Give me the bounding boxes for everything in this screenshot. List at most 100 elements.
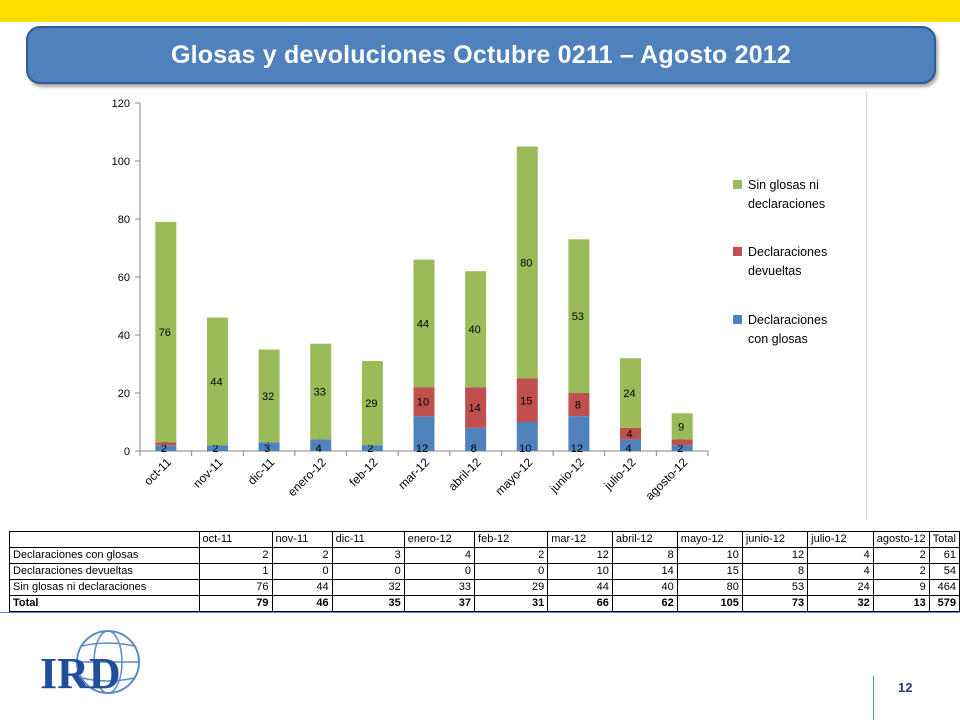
- divider: [0, 612, 960, 613]
- bar-segment: [413, 259, 435, 388]
- bar-segment: [516, 422, 538, 451]
- globe-icon: [76, 630, 140, 694]
- x-tick-label: abril-12: [446, 455, 484, 493]
- y-tick-label: 40: [118, 330, 130, 342]
- table-cell: 0: [403, 563, 476, 580]
- legend-swatch: [733, 315, 742, 324]
- y-tick-label: 20: [118, 388, 130, 400]
- bar-segment: [258, 349, 280, 443]
- legend-label: con glosas: [748, 332, 808, 346]
- table-cell: 46: [271, 595, 333, 612]
- bar-segment: [206, 317, 228, 446]
- bar-segment: [516, 378, 538, 422]
- bar-segment: [465, 427, 487, 451]
- data-label: 15: [520, 395, 532, 407]
- bar-segment: [671, 413, 693, 440]
- data-label: 44: [210, 376, 222, 388]
- table-header-row: oct-11 nov-11 dic-11 enero-12 feb-12 mar-12 ab…: [9, 531, 960, 548]
- data-label: 33: [314, 387, 326, 399]
- data-label: 53: [572, 311, 584, 323]
- table-cell: 2: [271, 547, 333, 564]
- table-header-cell: dic-11: [331, 531, 405, 548]
- table-cell: 54: [928, 563, 960, 580]
- table-header-cell: nov-11: [271, 531, 333, 548]
- table-cell: 2: [872, 547, 930, 564]
- legend-swatch: [733, 247, 742, 256]
- table-header-cell: agosto-12: [872, 531, 930, 548]
- table-cell: 24: [807, 579, 874, 596]
- bar-segment: [155, 445, 177, 451]
- table-cell: 12: [547, 547, 613, 564]
- table-header-cell: junio-12: [741, 531, 809, 548]
- table-cell: 62: [611, 595, 678, 612]
- table-cell: 61: [928, 547, 960, 564]
- x-tick-label: nov-11: [190, 455, 225, 490]
- table-cell: 37: [403, 595, 476, 612]
- y-tick-label: 80: [118, 214, 130, 226]
- bar-segment: [620, 358, 642, 428]
- data-label: 32: [262, 391, 274, 403]
- slide-title: Glosas y devoluciones Octubre 0211 – Ago…: [170, 40, 792, 69]
- table-cell: 13: [872, 595, 930, 612]
- legend-label: Declaraciones: [748, 313, 827, 327]
- table-cell: 32: [331, 579, 405, 596]
- table-cell: 2: [198, 547, 273, 564]
- table-cell: 8: [611, 547, 678, 564]
- table-cell: 0: [474, 563, 549, 580]
- table-cell: 12: [741, 547, 809, 564]
- table-cell: 76: [198, 579, 273, 596]
- table-cell: 29: [474, 579, 549, 596]
- x-tick-label: oct-11: [141, 455, 174, 488]
- table-cell: 2: [872, 563, 930, 580]
- data-label: 3: [264, 443, 270, 455]
- table-cell: 40: [611, 579, 678, 596]
- x-tick-label: julio-12: [601, 455, 639, 493]
- bar-segment: [310, 343, 332, 440]
- data-label: 44: [417, 318, 429, 330]
- table-header-cell: mar-12: [547, 531, 613, 548]
- data-label: 10: [519, 443, 531, 455]
- table-cell: 105: [676, 595, 743, 612]
- data-label: 80: [520, 258, 532, 270]
- data-table: oct-11 nov-11 dic-11 enero-12 feb-12 mar-12 ab…: [9, 531, 960, 612]
- table-cell: 3: [331, 547, 405, 564]
- x-tick-label: enero-12: [285, 455, 329, 499]
- x-tick-label: agosto-12: [643, 455, 691, 503]
- bar-segment: [671, 445, 693, 451]
- table-header-cell: julio-12: [807, 531, 874, 548]
- table-cell: 10: [547, 563, 613, 580]
- table-cell: 44: [547, 579, 613, 596]
- bar-segment: [516, 146, 538, 379]
- table-cell: 14: [611, 563, 678, 580]
- data-label: 76: [159, 327, 171, 339]
- x-tick-label: junio-12: [546, 455, 587, 496]
- y-tick-label: 0: [124, 446, 130, 458]
- table-cell: 464: [928, 579, 960, 596]
- data-label: 12: [416, 443, 428, 455]
- table-header-cell: feb-12: [474, 531, 549, 548]
- bar-segment: [620, 439, 642, 451]
- page-number: 12: [898, 680, 913, 695]
- y-tick-label: 100: [112, 156, 130, 168]
- data-label: 10: [417, 397, 429, 409]
- table-row: Declaraciones con glosas 2 2 3 4 2 12 8 10 12 4 2 61: [9, 547, 960, 564]
- svg-text:IRD: IRD: [40, 649, 121, 698]
- table-row-label: Declaraciones con glosas: [9, 547, 200, 564]
- x-tick-label: mayo-12: [492, 455, 535, 498]
- table-cell: 9: [872, 579, 930, 596]
- data-label: 29: [365, 398, 377, 410]
- table-cell: 2: [474, 547, 549, 564]
- table-header-cell: oct-11: [198, 531, 273, 548]
- data-label: 9: [678, 421, 684, 433]
- bar-segment: [155, 442, 177, 446]
- x-tick-label: feb-12: [347, 455, 381, 489]
- table-cell: 579: [928, 595, 960, 612]
- data-label: 4: [316, 443, 322, 455]
- bar-segment: [258, 442, 280, 451]
- table-cell: 10: [676, 547, 743, 564]
- bar-segment: [568, 416, 590, 451]
- bar-segment: [620, 427, 642, 440]
- y-tick-label: 120: [112, 98, 130, 110]
- data-label: 8: [471, 443, 477, 455]
- bar-segment: [361, 445, 383, 451]
